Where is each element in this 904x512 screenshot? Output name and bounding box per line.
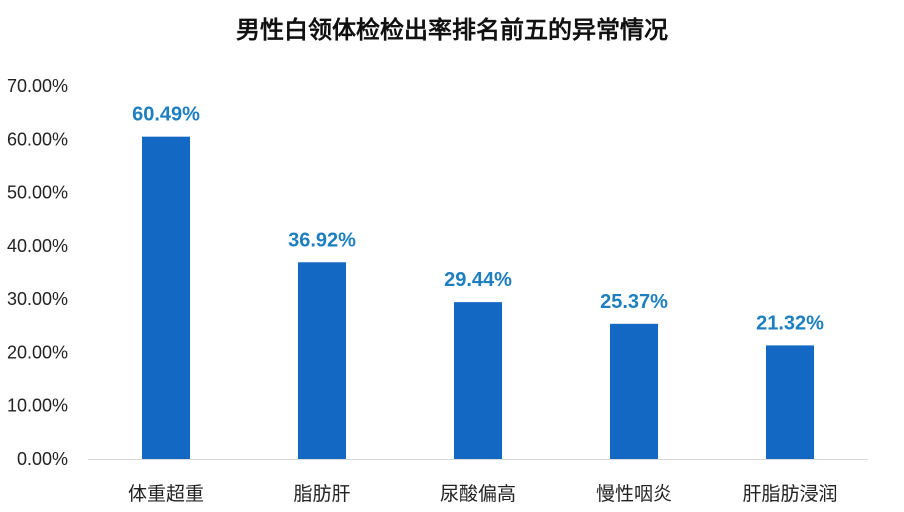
data-labels: 60.49% 36.92% 29.44% 25.37% 21.32%: [132, 104, 824, 335]
bar: [454, 302, 502, 459]
data-label: 25.37%: [600, 291, 668, 313]
category-label: 肝脂肪浸润: [742, 483, 837, 505]
bar: [142, 136, 190, 459]
bar: [610, 323, 658, 459]
y-tick-label: 40.00%: [7, 236, 68, 256]
y-tick-label: 70.00%: [7, 76, 68, 96]
y-tick-label: 10.00%: [7, 396, 68, 416]
y-axis-ticks: 0.00% 10.00% 20.00% 30.00% 40.00% 50.00% 60.00…: [7, 76, 68, 469]
data-label: 29.44%: [444, 269, 512, 291]
y-tick-label: 60.00%: [7, 129, 68, 149]
category-label: 体重超重: [128, 483, 204, 505]
category-labels: 体重超重 脂肪肝 尿酸偏高 慢性咽炎 肝脂肪浸润: [128, 483, 838, 505]
y-tick-label: 0.00%: [17, 449, 68, 469]
bars: [142, 136, 814, 459]
data-label: 21.32%: [756, 312, 824, 334]
bar: [766, 345, 814, 459]
data-label: 36.92%: [288, 229, 356, 251]
chart-title: 男性白领体检检出率排名前五的异常情况: [236, 16, 668, 44]
data-label: 60.49%: [132, 104, 200, 126]
category-label: 脂肪肝: [293, 483, 350, 505]
y-tick-label: 30.00%: [7, 289, 68, 309]
category-label: 尿酸偏高: [440, 483, 516, 505]
y-tick-label: 50.00%: [7, 183, 68, 203]
y-tick-label: 20.00%: [7, 342, 68, 362]
category-label: 慢性咽炎: [596, 483, 672, 505]
bar: [298, 262, 346, 459]
